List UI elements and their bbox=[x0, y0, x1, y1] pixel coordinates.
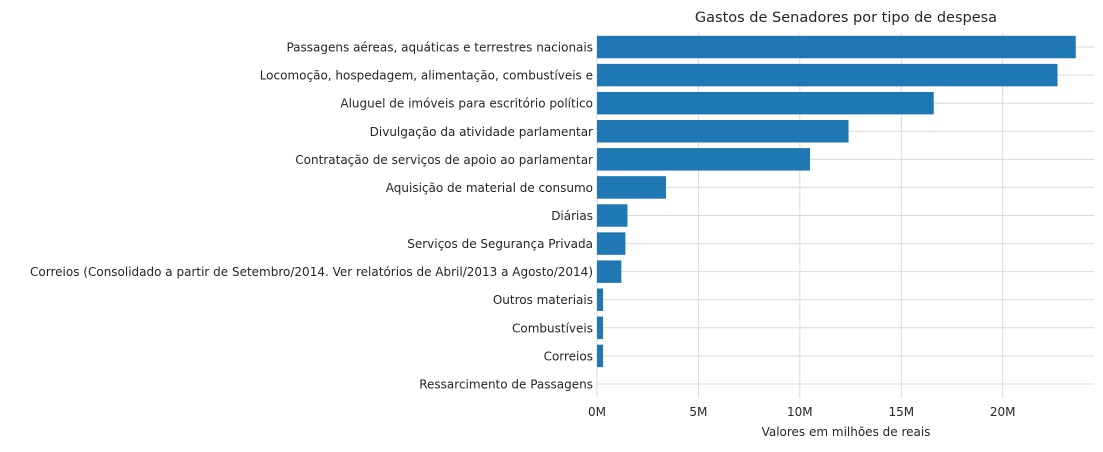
category-label: Combustíveis bbox=[512, 321, 593, 335]
category-label: Locomoção, hospedagem, alimentação, comb… bbox=[260, 69, 593, 83]
category-label: Contratação de serviços de apoio ao parl… bbox=[295, 153, 593, 167]
bar bbox=[597, 344, 604, 368]
category-label: Ressarcimento de Passagens bbox=[419, 377, 593, 391]
category-label: Aluguel de imóveis para escritório polít… bbox=[340, 97, 593, 111]
bar bbox=[597, 63, 1058, 87]
category-label: Diárias bbox=[551, 209, 593, 223]
category-label: Divulgação da atividade parlamentar bbox=[370, 125, 593, 139]
chart-title: Gastos de Senadores por tipo de despesa bbox=[695, 10, 997, 26]
x-tick-label: 0M bbox=[588, 405, 606, 419]
bar bbox=[597, 91, 934, 115]
category-label: Aquisição de material de consumo bbox=[386, 181, 593, 195]
category-label: Correios (Consolidado a partir de Setemb… bbox=[30, 265, 593, 279]
bar bbox=[597, 120, 849, 143]
category-label: Outros materiais bbox=[493, 293, 593, 307]
x-tick-label: 10M bbox=[787, 405, 813, 419]
x-tick-label: 5M bbox=[689, 405, 707, 419]
category-label: Correios bbox=[544, 349, 593, 363]
category-label: Passagens aéreas, aquáticas e terrestres… bbox=[286, 41, 593, 55]
bar bbox=[597, 260, 622, 283]
bar bbox=[597, 288, 604, 311]
bar bbox=[597, 148, 810, 171]
bar bbox=[597, 316, 604, 340]
category-label: Serviços de Segurança Privada bbox=[407, 237, 593, 251]
bar bbox=[597, 204, 628, 227]
bar bbox=[597, 232, 626, 255]
x-tick-label: 15M bbox=[888, 405, 914, 419]
bar bbox=[597, 176, 666, 199]
x-tick-label: 20M bbox=[990, 405, 1016, 419]
bar bbox=[597, 35, 1076, 59]
x-axis-label: Valores em milhões de reais bbox=[762, 425, 931, 439]
